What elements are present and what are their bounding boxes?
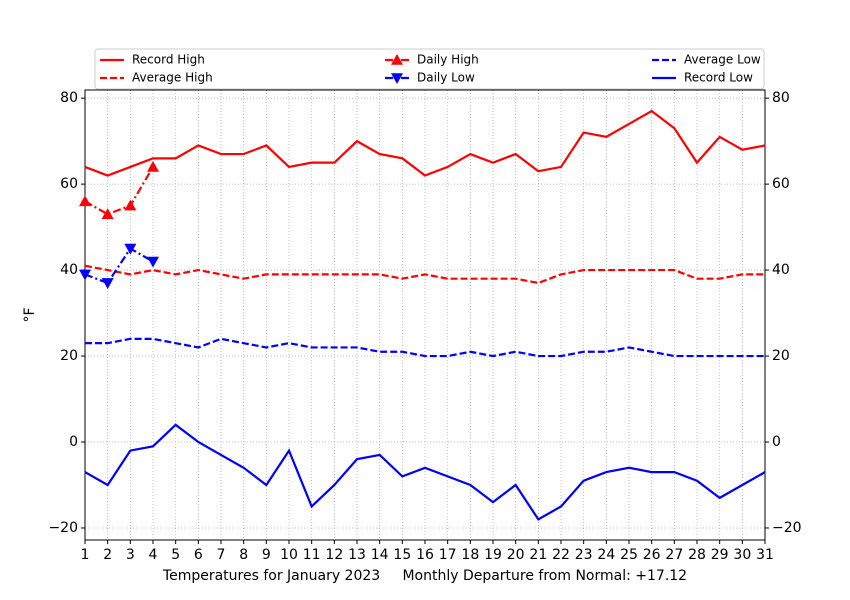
y-tick-label: 20 (60, 348, 78, 364)
x-tick-label: 31 (756, 547, 774, 563)
legend-marker (391, 73, 403, 84)
x-tick-label: 26 (643, 547, 661, 563)
x-tick-label: 11 (303, 547, 321, 563)
x-tick-label: 12 (325, 547, 343, 563)
x-tick-label: 5 (171, 547, 180, 563)
x-tick-label: 28 (688, 547, 706, 563)
x-tick-label: 13 (348, 547, 366, 563)
x-tick-label: 23 (575, 547, 593, 563)
y-tick-label: 0 (69, 434, 78, 450)
legend-label: Daily Low (417, 71, 475, 85)
y2-tick-label: 0 (772, 434, 781, 450)
x-tick-label: 10 (280, 547, 298, 563)
x-tick-label: 21 (529, 547, 547, 563)
legend-label: Average High (132, 71, 213, 85)
series-line (84, 166, 154, 216)
legend-marker (391, 54, 403, 65)
x-tick-label: 19 (484, 547, 502, 563)
series-line (84, 423, 766, 521)
x-tick-label: 14 (371, 547, 389, 563)
x-tick-label: 1 (81, 547, 90, 563)
y-tick-label: 40 (60, 262, 78, 278)
x-tick-label: 7 (217, 547, 226, 563)
series-line (84, 109, 766, 177)
x-tick-label: 27 (665, 547, 683, 563)
series-line (84, 247, 154, 285)
legend-label: Record High (132, 53, 205, 67)
y2-tick-label: 20 (772, 348, 790, 364)
marker (124, 199, 137, 211)
marker (147, 160, 159, 172)
x-tick-label: 22 (552, 547, 570, 563)
y-axis-label: °F (22, 307, 38, 322)
x-tick-label: 30 (733, 547, 751, 563)
x-tick-label: 3 (126, 547, 135, 563)
series-line (84, 264, 765, 285)
y2-tick-label: 80 (772, 90, 790, 106)
y-tick-label: 60 (60, 176, 78, 192)
marker (147, 256, 159, 268)
legend: Record High Average High Daily High Daily L… (94, 48, 765, 90)
legend-label: Record Low (684, 71, 753, 85)
y2-tick-label: 60 (772, 176, 790, 192)
series-line (85, 337, 765, 358)
y2-tick-label: 40 (772, 262, 790, 278)
x-tick-label: 6 (194, 547, 203, 563)
x-tick-label: 17 (439, 547, 457, 563)
x-tick-label: 25 (620, 547, 638, 563)
legend-label: Daily High (417, 53, 479, 67)
x-tick-label: 18 (461, 547, 479, 563)
plot-frame (84, 89, 766, 541)
x-tick-label: 4 (149, 547, 158, 563)
x-tick-label: 15 (393, 547, 411, 563)
x-tick-label: 2 (103, 547, 112, 563)
x-axis-label: Temperatures for January 2023 Monthly De… (162, 568, 687, 584)
y2-tick-label: −20 (772, 520, 802, 536)
marker (101, 208, 114, 220)
marker (79, 269, 91, 281)
marker (79, 195, 91, 207)
legend-box (94, 48, 765, 90)
y-tick-label: 80 (60, 90, 78, 106)
legend-label: Average Low (684, 53, 761, 67)
x-tick-label: 16 (416, 547, 434, 563)
x-tick-label: 9 (262, 547, 271, 563)
x-tick-label: 20 (507, 547, 525, 563)
x-tick-label: 29 (711, 547, 729, 563)
marker (101, 278, 114, 289)
x-tick-label: 8 (239, 547, 248, 563)
x-tick-label: 24 (597, 547, 615, 563)
y-tick-label: −20 (48, 520, 78, 536)
marker (124, 243, 137, 255)
